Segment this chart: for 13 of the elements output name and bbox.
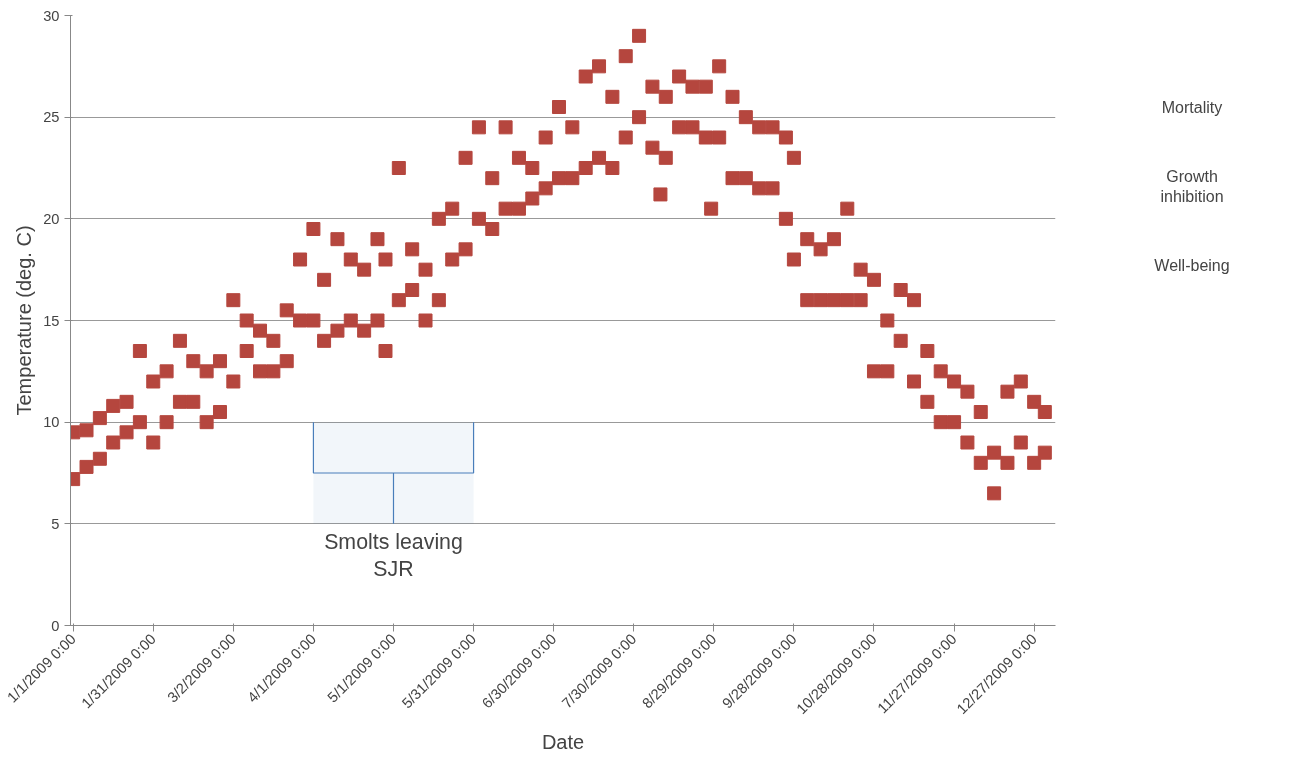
text: Well-being: [1154, 257, 1230, 275]
annotation: Smolts leaving SJR: [324, 529, 463, 581]
y-tick-label: 10: [43, 414, 60, 431]
text: Mortality: [1161, 98, 1223, 116]
y-tick-label: 25: [43, 109, 60, 126]
y-tick-label: 0: [51, 617, 60, 634]
x-axis-title: Date: [541, 730, 585, 753]
y-tick-label: 15: [43, 312, 60, 329]
text: Growth inhibition: [1160, 167, 1224, 205]
y-axis-title: Temperature (deg. C): [13, 225, 36, 416]
y-tick-label: 5: [51, 515, 60, 532]
y-tick-label: 20: [43, 210, 60, 227]
y-tick-label: 30: [43, 7, 60, 24]
